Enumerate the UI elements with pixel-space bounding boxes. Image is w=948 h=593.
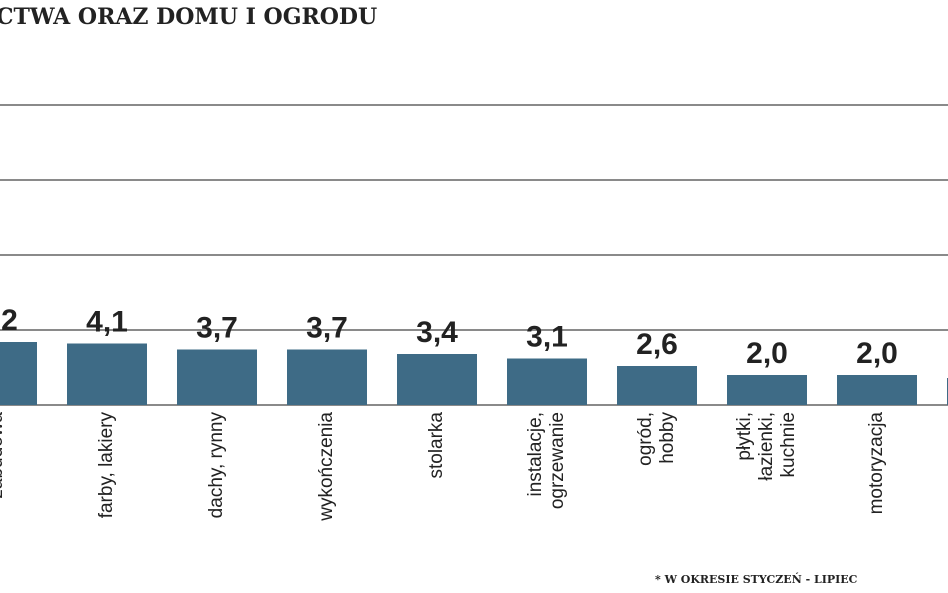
bar [397,354,477,405]
x-tick-label-group: farby, lakiery [96,412,117,519]
x-tick-label: instalacje, [525,412,546,497]
value-label: 4,2 [0,304,18,337]
x-tick-label: kuchnie [778,412,799,478]
x-tick-label: dachy, rynny [206,412,227,519]
x-tick-label: hobby [657,412,678,464]
x-tick-label-group: zabudowa [0,412,7,499]
x-tick-label: płytki, [734,412,755,461]
x-tick-label-group: motoryzacja [866,412,887,515]
bar [177,349,257,405]
value-label: 3,7 [306,311,348,344]
x-tick-label: farby, lakiery [96,412,117,519]
x-tick-label: ogród, [635,412,656,466]
x-tick-label-group: dachy, rynny [206,412,227,519]
x-tick-label: zabudowa [0,412,7,499]
bar [0,342,37,405]
value-label: 3,4 [416,316,458,349]
bar [507,358,587,405]
value-label: 3,7 [196,311,238,344]
x-tick-label: stolarka [426,412,447,479]
value-label: 4,1 [86,305,128,338]
chart-title: CTWA ORAZ DOMU I OGRODU [0,4,377,30]
x-tick-label-group: instalacje, ogrzewanie [525,412,568,509]
x-tick-label-group: stolarka [426,412,447,479]
x-tick-label-group: ogród, hobby [635,412,678,466]
value-label: 2,6 [636,328,678,361]
x-tick-label: łazienki, [756,412,777,481]
value-label: 2,0 [746,337,788,370]
bar [287,349,367,405]
bar [67,343,147,405]
bar [837,375,917,405]
x-tick-label: motoryzacja [866,412,887,515]
value-label: 2,0 [856,337,898,370]
footnote: * W OKRESIE STYCZEŃ - LIPIEC [655,572,858,586]
bar [617,366,697,405]
bar [727,375,807,405]
x-tick-label: wykończenia [316,412,337,522]
x-tick-label: ogrzewanie [547,412,568,509]
x-tick-label-group: płytki, łazienki, kuchnie [734,412,799,481]
x-tick-label-group: wykończenia [316,412,337,522]
value-label: 3,1 [526,320,568,353]
